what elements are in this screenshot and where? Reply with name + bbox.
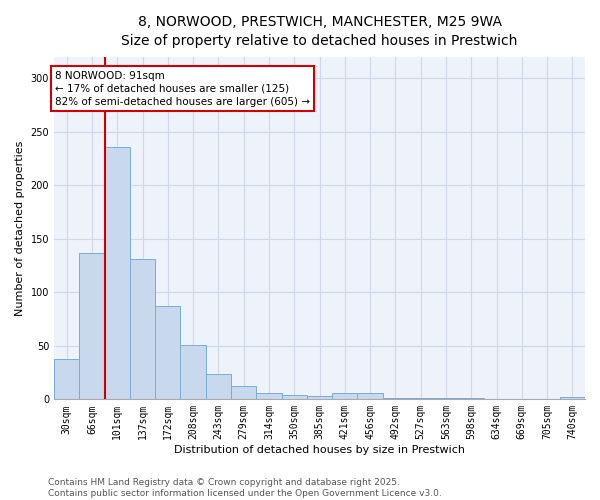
Bar [54,358,79,400]
Bar [458,398,484,400]
Bar [307,396,332,400]
X-axis label: Distribution of detached houses by size in Prestwich: Distribution of detached houses by size … [174,445,465,455]
Bar [130,259,155,400]
Text: Contains HM Land Registry data © Crown copyright and database right 2025.
Contai: Contains HM Land Registry data © Crown c… [48,478,442,498]
Bar [155,306,181,400]
Bar [433,398,458,400]
Y-axis label: Number of detached properties: Number of detached properties [15,140,25,316]
Bar [231,386,256,400]
Bar [358,393,383,400]
Bar [206,374,231,400]
Bar [332,393,358,400]
Bar [408,398,433,400]
Bar [79,252,104,400]
Bar [281,395,307,400]
Bar [181,344,206,400]
Bar [383,398,408,400]
Bar [560,397,585,400]
Bar [104,146,130,400]
Bar [256,393,281,400]
Text: 8 NORWOOD: 91sqm
← 17% of detached houses are smaller (125)
82% of semi-detached: 8 NORWOOD: 91sqm ← 17% of detached house… [55,70,310,107]
Title: 8, NORWOOD, PRESTWICH, MANCHESTER, M25 9WA
Size of property relative to detached: 8, NORWOOD, PRESTWICH, MANCHESTER, M25 9… [121,15,518,48]
